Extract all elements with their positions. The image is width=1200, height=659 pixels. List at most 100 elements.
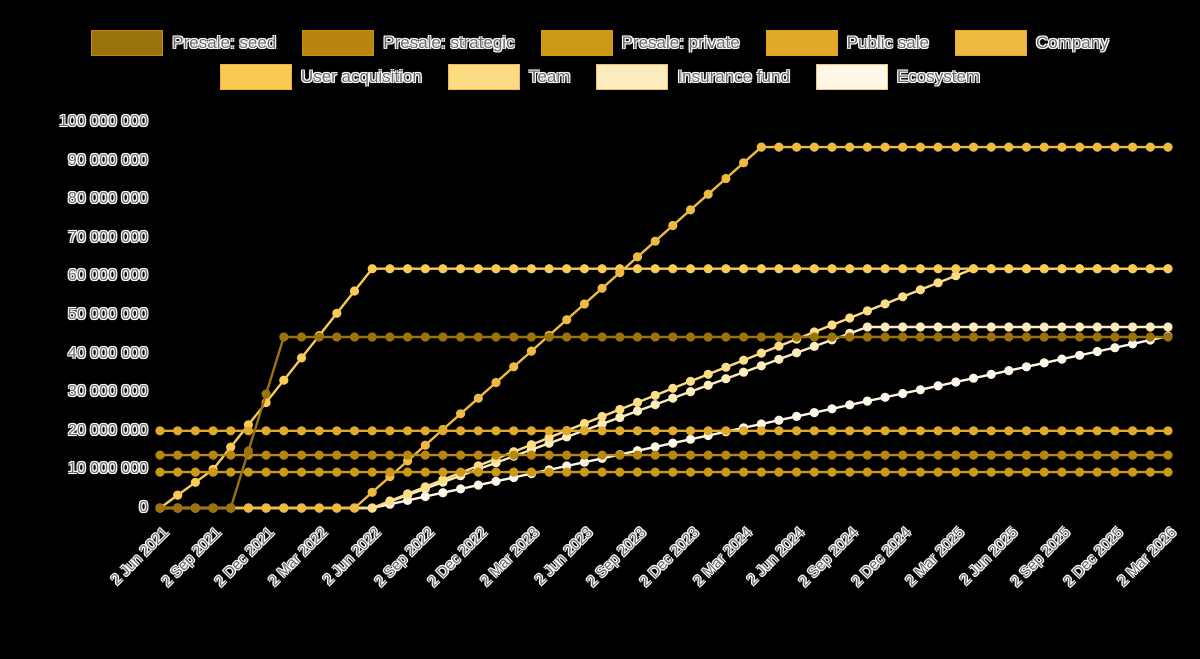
data-point-user-acquisition xyxy=(173,490,183,500)
data-point-presale-seed xyxy=(650,332,660,342)
data-point-presale-private xyxy=(190,467,200,477)
chart-legend: Presale: seed Presale: strategic Presale: … xyxy=(0,30,1200,90)
data-point-company xyxy=(349,503,360,513)
data-point-company xyxy=(986,142,996,152)
data-point-user-acquisition xyxy=(1092,264,1102,274)
data-point-company xyxy=(473,393,483,403)
data-point-public-sale xyxy=(473,426,483,436)
data-point-presale-seed xyxy=(385,332,395,342)
data-point-team xyxy=(632,397,643,407)
data-point-presale-strategic xyxy=(1039,450,1049,460)
data-point-presale-strategic xyxy=(1057,450,1067,460)
data-point-company xyxy=(1145,142,1155,152)
data-point-presale-seed xyxy=(668,332,678,342)
data-point-public-sale xyxy=(155,426,165,436)
data-point-presale-strategic xyxy=(526,450,537,460)
data-point-presale-strategic xyxy=(296,450,307,460)
data-point-team xyxy=(862,306,873,316)
legend-item-user-acquisition[interactable]: User acquisition xyxy=(219,64,422,90)
legend-label: Team xyxy=(528,67,571,86)
legend-label: Ecosystem xyxy=(896,67,981,86)
data-point-team xyxy=(933,278,943,288)
data-point-presale-seed xyxy=(332,332,342,342)
data-point-presale-private xyxy=(332,467,342,477)
data-point-team xyxy=(650,390,660,400)
data-point-presale-seed xyxy=(685,332,696,342)
data-point-presale-private xyxy=(862,467,873,477)
data-point-user-acquisition xyxy=(332,308,342,318)
data-point-company xyxy=(420,440,430,450)
data-point-presale-private xyxy=(261,467,271,477)
data-point-presale-private xyxy=(243,467,253,477)
data-point-insurance-fund xyxy=(809,341,819,351)
data-point-user-acquisition xyxy=(597,264,607,274)
data-point-presale-strategic xyxy=(385,450,395,460)
legend-item-presale-private[interactable]: Presale: private xyxy=(540,30,740,56)
y-axis-tick-label: 60 000 000 xyxy=(67,267,148,285)
data-point-company xyxy=(827,142,837,152)
data-point-insurance-fund xyxy=(1110,322,1120,332)
data-point-presale-seed xyxy=(208,503,218,513)
data-point-public-sale xyxy=(1163,426,1173,436)
legend-item-public-sale[interactable]: Public sale xyxy=(765,30,929,56)
data-point-presale-private xyxy=(526,467,537,477)
data-point-company xyxy=(756,142,766,152)
data-point-presale-strategic xyxy=(1004,450,1014,460)
data-point-public-sale xyxy=(261,426,271,436)
data-point-presale-strategic xyxy=(403,450,413,460)
data-point-presale-private xyxy=(438,467,448,477)
data-point-company xyxy=(915,142,926,152)
data-point-user-acquisition xyxy=(685,264,696,274)
legend-item-presale-strategic[interactable]: Presale: strategic xyxy=(302,30,515,56)
data-point-user-acquisition xyxy=(420,264,430,274)
data-point-presale-private xyxy=(597,467,607,477)
data-point-presale-private xyxy=(420,467,430,477)
data-point-presale-seed xyxy=(226,503,236,513)
data-point-presale-private xyxy=(774,467,784,477)
data-point-ecosystem xyxy=(579,457,590,467)
legend-item-team[interactable]: Team xyxy=(447,64,571,90)
data-point-presale-private xyxy=(827,467,837,477)
data-point-presale-seed xyxy=(632,332,643,342)
data-point-team xyxy=(438,475,448,485)
data-point-ecosystem xyxy=(650,442,660,452)
data-point-public-sale xyxy=(349,426,360,436)
data-point-user-acquisition xyxy=(880,264,890,274)
legend-swatch-team xyxy=(447,64,520,90)
data-point-company xyxy=(526,346,537,356)
data-point-insurance-fund xyxy=(862,322,873,332)
legend-item-ecosystem[interactable]: Ecosystem xyxy=(815,64,981,90)
series-team xyxy=(155,264,1173,513)
data-point-presale-seed xyxy=(403,332,413,342)
data-point-insurance-fund xyxy=(1163,322,1173,332)
data-point-ecosystem xyxy=(668,438,678,448)
data-point-ecosystem xyxy=(756,419,766,429)
data-point-presale-private xyxy=(739,467,749,477)
legend-swatch-company xyxy=(954,30,1027,56)
data-point-user-acquisition xyxy=(721,264,731,274)
data-point-user-acquisition xyxy=(933,264,943,274)
data-point-public-sale xyxy=(243,426,253,436)
data-point-presale-seed xyxy=(792,332,802,342)
data-point-presale-private xyxy=(314,467,324,477)
data-point-ecosystem xyxy=(845,400,855,410)
legend-item-insurance-fund[interactable]: Insurance fund xyxy=(596,64,790,90)
data-point-team xyxy=(739,355,749,365)
legend-swatch-insurance-fund xyxy=(596,64,669,90)
data-point-presale-strategic xyxy=(615,450,625,460)
data-point-ecosystem xyxy=(491,476,501,486)
legend-item-company[interactable]: Company xyxy=(954,30,1109,56)
legend-label: Presale: seed xyxy=(172,33,277,52)
data-point-ecosystem xyxy=(792,411,802,421)
data-point-presale-strategic xyxy=(721,450,731,460)
legend-item-presale-seed[interactable]: Presale: seed xyxy=(91,30,276,56)
data-point-public-sale xyxy=(986,426,996,436)
data-point-presale-private xyxy=(721,467,731,477)
data-point-company xyxy=(774,142,784,152)
data-point-company xyxy=(685,205,696,215)
data-point-user-acquisition xyxy=(1128,264,1138,274)
data-point-presale-private xyxy=(898,467,908,477)
data-point-presale-seed xyxy=(915,332,926,342)
data-point-public-sale xyxy=(1145,426,1155,436)
data-point-public-sale xyxy=(208,426,218,436)
